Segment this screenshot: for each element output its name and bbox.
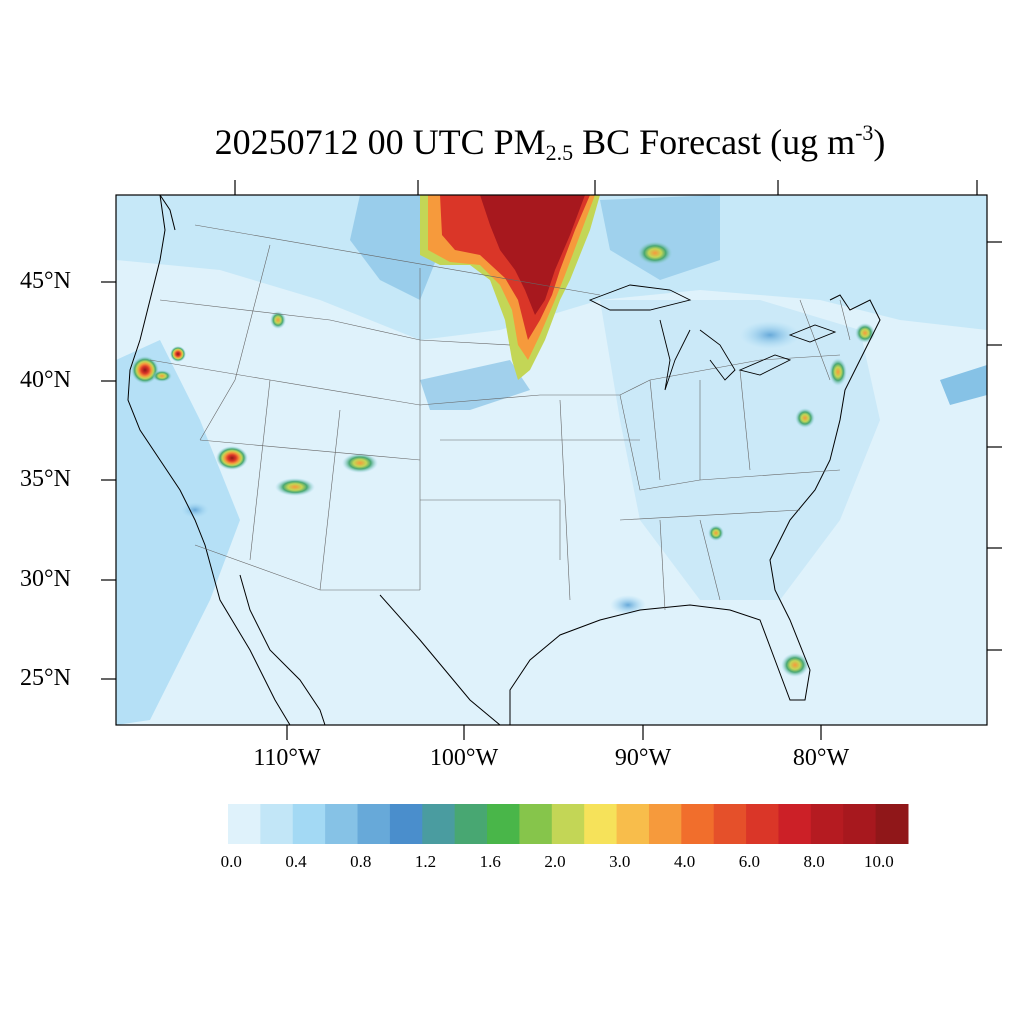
colorbar-swatch: [843, 804, 877, 844]
colorbar-swatch: [325, 804, 359, 844]
colorbar-swatch: [584, 804, 618, 844]
tick-marks: [101, 180, 1002, 740]
hotspot-oregon: [170, 346, 186, 362]
hotspot-arizona-east: [275, 478, 315, 496]
hotspot-dc: [795, 408, 815, 428]
colorbar-swatch: [551, 804, 585, 844]
colorbar-label: 8.0: [803, 852, 825, 871]
colorbar-label: 0.8: [350, 852, 372, 871]
lon-label-90: 90°W: [614, 745, 672, 771]
colorbar-label: 0.4: [285, 852, 307, 871]
hotspot-georgia: [708, 525, 724, 541]
colorbar-label: 2.0: [544, 852, 566, 871]
lat-label-25: 25°N: [20, 665, 71, 691]
colorbar-label: 1.2: [414, 852, 437, 871]
hotspot-la: [181, 502, 209, 518]
colorbar-label: 0.0: [220, 852, 242, 871]
northern-plume-edge: [350, 195, 440, 300]
hotspot-louisiana: [610, 595, 646, 615]
colorbar-swatch: [616, 804, 650, 844]
map-field: [116, 195, 987, 725]
hotspot-ca-2: [152, 370, 172, 382]
atlantic-haze: [940, 365, 987, 405]
hotspot-idaho: [270, 311, 286, 329]
lon-label-110: 110°W: [253, 745, 321, 771]
hotspot-ontario: [637, 241, 673, 265]
ontario-haze: [600, 195, 720, 280]
colorbar-label: 1.6: [479, 852, 501, 871]
hotspot-lake-erie: [740, 321, 800, 349]
colorbar-swatch: [228, 804, 261, 844]
colorbar-swatch: [875, 804, 909, 844]
lon-label-80: 80°W: [792, 745, 850, 771]
lat-label-40: 40°N: [20, 367, 71, 393]
colorbar-swatch: [778, 804, 812, 844]
hotspot-florida: [781, 653, 809, 677]
colorbar-swatch: [519, 804, 553, 844]
lon-label-100: 100°W: [429, 745, 499, 771]
colorbar-label: 6.0: [738, 852, 760, 871]
colorbar-label: 4.0: [673, 852, 696, 871]
colorbar-swatch: [648, 804, 682, 844]
hotspot-northern-california: [131, 356, 159, 384]
colorbar: [228, 804, 909, 844]
plains-haze: [420, 360, 530, 410]
colorbar-swatch: [487, 804, 520, 844]
west-coast-haze: [116, 340, 240, 725]
hotspot-new-mexico: [342, 453, 378, 473]
coastlines: [127, 195, 881, 725]
hotspot-arizona: [216, 446, 248, 470]
colorbar-label: 3.0: [609, 852, 631, 871]
lat-label-35: 35°N: [20, 466, 71, 492]
colorbar-swatch: [746, 804, 779, 844]
colorbar-swatch: [681, 804, 715, 844]
colorbar-swatch: [389, 804, 423, 844]
colorbar-swatch: [422, 804, 456, 844]
colorbar-swatch: [713, 804, 747, 844]
lat-label-30: 30°N: [20, 566, 71, 592]
great-lakes: [588, 284, 837, 391]
hotspot-new-york: [829, 358, 847, 386]
colorbar-swatch: [810, 804, 844, 844]
colorbar-swatch: [292, 804, 326, 844]
colorbar-swatch: [454, 804, 488, 844]
map-title: 20250712 00 UTC PM2.5 BC Forecast (ug m-…: [214, 120, 886, 165]
colorbar-label: 10.0: [863, 852, 894, 871]
hotspot-boston: [855, 323, 875, 343]
lat-label-45: 45°N: [20, 268, 71, 294]
smoke-plume-core: [480, 195, 585, 315]
state-borders: [149, 224, 851, 611]
colorbar-swatch: [260, 804, 294, 844]
map-frame: [115, 194, 988, 726]
colorbar-swatch: [357, 804, 391, 844]
